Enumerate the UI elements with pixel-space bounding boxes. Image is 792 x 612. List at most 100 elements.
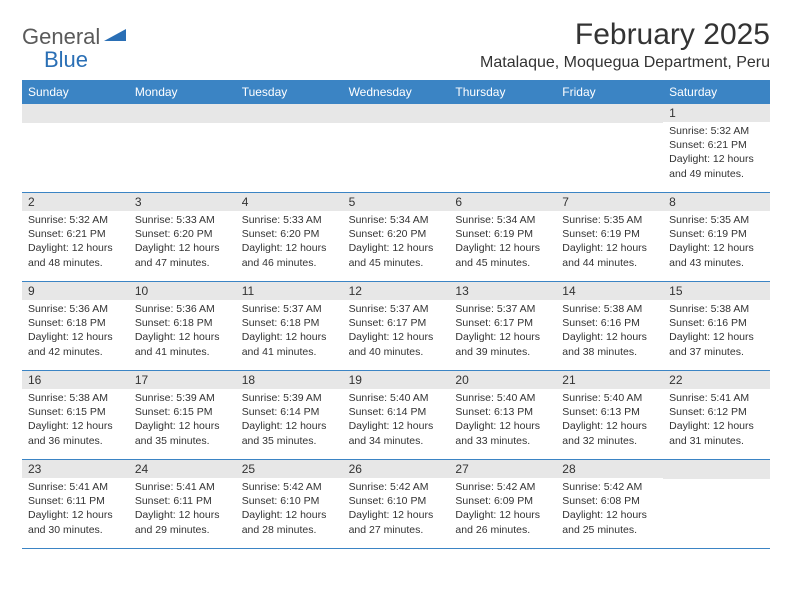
day-number: 27: [449, 460, 556, 478]
day-number: 22: [663, 371, 770, 389]
day-cell: 10Sunrise: 5:36 AMSunset: 6:18 PMDayligh…: [129, 282, 236, 370]
day-content: Sunrise: 5:38 AMSunset: 6:16 PMDaylight:…: [663, 300, 770, 365]
day-content: Sunrise: 5:36 AMSunset: 6:18 PMDaylight:…: [22, 300, 129, 365]
weekday-cell: Saturday: [663, 80, 770, 104]
day-cell: 15Sunrise: 5:38 AMSunset: 6:16 PMDayligh…: [663, 282, 770, 370]
day-content: Sunrise: 5:33 AMSunset: 6:20 PMDaylight:…: [129, 211, 236, 276]
day-cell: 3Sunrise: 5:33 AMSunset: 6:20 PMDaylight…: [129, 193, 236, 281]
day-number: 1: [663, 104, 770, 122]
day-number: 28: [556, 460, 663, 478]
day-number: 4: [236, 193, 343, 211]
day-number: 17: [129, 371, 236, 389]
week-row: 2Sunrise: 5:32 AMSunset: 6:21 PMDaylight…: [22, 193, 770, 282]
day-content: Sunrise: 5:42 AMSunset: 6:10 PMDaylight:…: [343, 478, 450, 543]
day-cell: 13Sunrise: 5:37 AMSunset: 6:17 PMDayligh…: [449, 282, 556, 370]
day-content: Sunrise: 5:40 AMSunset: 6:13 PMDaylight:…: [449, 389, 556, 454]
weekday-cell: Tuesday: [236, 80, 343, 104]
week-row: 1Sunrise: 5:32 AMSunset: 6:21 PMDaylight…: [22, 104, 770, 193]
day-content: Sunrise: 5:38 AMSunset: 6:16 PMDaylight:…: [556, 300, 663, 365]
day-number: 5: [343, 193, 450, 211]
day-content: Sunrise: 5:37 AMSunset: 6:17 PMDaylight:…: [343, 300, 450, 365]
day-cell: 25Sunrise: 5:42 AMSunset: 6:10 PMDayligh…: [236, 460, 343, 548]
day-cell: 17Sunrise: 5:39 AMSunset: 6:15 PMDayligh…: [129, 371, 236, 459]
day-number: 26: [343, 460, 450, 478]
day-content: Sunrise: 5:40 AMSunset: 6:13 PMDaylight:…: [556, 389, 663, 454]
day-number: 18: [236, 371, 343, 389]
day-cell: [556, 104, 663, 192]
empty-day-number: [663, 460, 770, 479]
day-content: Sunrise: 5:40 AMSunset: 6:14 PMDaylight:…: [343, 389, 450, 454]
day-cell: 27Sunrise: 5:42 AMSunset: 6:09 PMDayligh…: [449, 460, 556, 548]
day-content: Sunrise: 5:35 AMSunset: 6:19 PMDaylight:…: [556, 211, 663, 276]
day-cell: [236, 104, 343, 192]
day-number: 11: [236, 282, 343, 300]
day-content: Sunrise: 5:33 AMSunset: 6:20 PMDaylight:…: [236, 211, 343, 276]
day-number: 12: [343, 282, 450, 300]
month-title: February 2025: [480, 18, 770, 52]
empty-day-number: [22, 104, 129, 123]
day-number: 25: [236, 460, 343, 478]
day-cell: 22Sunrise: 5:41 AMSunset: 6:12 PMDayligh…: [663, 371, 770, 459]
day-cell: 12Sunrise: 5:37 AMSunset: 6:17 PMDayligh…: [343, 282, 450, 370]
day-content: Sunrise: 5:41 AMSunset: 6:12 PMDaylight:…: [663, 389, 770, 454]
day-cell: 16Sunrise: 5:38 AMSunset: 6:15 PMDayligh…: [22, 371, 129, 459]
day-number: 23: [22, 460, 129, 478]
day-cell: 20Sunrise: 5:40 AMSunset: 6:13 PMDayligh…: [449, 371, 556, 459]
day-cell: 9Sunrise: 5:36 AMSunset: 6:18 PMDaylight…: [22, 282, 129, 370]
day-cell: 2Sunrise: 5:32 AMSunset: 6:21 PMDaylight…: [22, 193, 129, 281]
location-text: Matalaque, Moquegua Department, Peru: [480, 54, 770, 72]
title-block: February 2025 Matalaque, Moquegua Depart…: [480, 18, 770, 72]
weekday-cell: Wednesday: [343, 80, 450, 104]
empty-day-number: [343, 104, 450, 123]
day-cell: 5Sunrise: 5:34 AMSunset: 6:20 PMDaylight…: [343, 193, 450, 281]
logo-text-blue: Blue: [44, 47, 88, 73]
day-cell: 24Sunrise: 5:41 AMSunset: 6:11 PMDayligh…: [129, 460, 236, 548]
day-content: Sunrise: 5:35 AMSunset: 6:19 PMDaylight:…: [663, 211, 770, 276]
day-content: Sunrise: 5:39 AMSunset: 6:15 PMDaylight:…: [129, 389, 236, 454]
day-content: Sunrise: 5:41 AMSunset: 6:11 PMDaylight:…: [22, 478, 129, 543]
day-cell: 7Sunrise: 5:35 AMSunset: 6:19 PMDaylight…: [556, 193, 663, 281]
day-number: 24: [129, 460, 236, 478]
day-cell: [343, 104, 450, 192]
day-cell: 28Sunrise: 5:42 AMSunset: 6:08 PMDayligh…: [556, 460, 663, 548]
weekday-cell: Friday: [556, 80, 663, 104]
weekday-cell: Thursday: [449, 80, 556, 104]
day-number: 19: [343, 371, 450, 389]
logo-triangle-icon: [104, 27, 126, 48]
day-cell: 19Sunrise: 5:40 AMSunset: 6:14 PMDayligh…: [343, 371, 450, 459]
weekday-cell: Monday: [129, 80, 236, 104]
day-content: Sunrise: 5:34 AMSunset: 6:19 PMDaylight:…: [449, 211, 556, 276]
week-row: 9Sunrise: 5:36 AMSunset: 6:18 PMDaylight…: [22, 282, 770, 371]
day-number: 14: [556, 282, 663, 300]
weeks-container: 1Sunrise: 5:32 AMSunset: 6:21 PMDaylight…: [22, 104, 770, 549]
day-content: Sunrise: 5:42 AMSunset: 6:09 PMDaylight:…: [449, 478, 556, 543]
day-content: Sunrise: 5:32 AMSunset: 6:21 PMDaylight:…: [22, 211, 129, 276]
day-cell: 1Sunrise: 5:32 AMSunset: 6:21 PMDaylight…: [663, 104, 770, 192]
week-row: 16Sunrise: 5:38 AMSunset: 6:15 PMDayligh…: [22, 371, 770, 460]
weekday-header: SundayMondayTuesdayWednesdayThursdayFrid…: [22, 80, 770, 104]
empty-day-number: [449, 104, 556, 123]
day-number: 3: [129, 193, 236, 211]
day-content: Sunrise: 5:32 AMSunset: 6:21 PMDaylight:…: [663, 122, 770, 187]
day-content: Sunrise: 5:36 AMSunset: 6:18 PMDaylight:…: [129, 300, 236, 365]
day-cell: 21Sunrise: 5:40 AMSunset: 6:13 PMDayligh…: [556, 371, 663, 459]
day-cell: 8Sunrise: 5:35 AMSunset: 6:19 PMDaylight…: [663, 193, 770, 281]
day-number: 16: [22, 371, 129, 389]
day-cell: 18Sunrise: 5:39 AMSunset: 6:14 PMDayligh…: [236, 371, 343, 459]
day-number: 2: [22, 193, 129, 211]
empty-day-number: [236, 104, 343, 123]
day-content: Sunrise: 5:34 AMSunset: 6:20 PMDaylight:…: [343, 211, 450, 276]
day-cell: 26Sunrise: 5:42 AMSunset: 6:10 PMDayligh…: [343, 460, 450, 548]
empty-day-number: [129, 104, 236, 123]
weekday-cell: Sunday: [22, 80, 129, 104]
day-number: 15: [663, 282, 770, 300]
day-number: 21: [556, 371, 663, 389]
day-content: Sunrise: 5:42 AMSunset: 6:10 PMDaylight:…: [236, 478, 343, 543]
day-cell: [129, 104, 236, 192]
day-content: Sunrise: 5:42 AMSunset: 6:08 PMDaylight:…: [556, 478, 663, 543]
day-number: 9: [22, 282, 129, 300]
header: General February 2025 Matalaque, Moquegu…: [22, 18, 770, 72]
day-number: 13: [449, 282, 556, 300]
day-content: Sunrise: 5:37 AMSunset: 6:17 PMDaylight:…: [449, 300, 556, 365]
day-content: Sunrise: 5:38 AMSunset: 6:15 PMDaylight:…: [22, 389, 129, 454]
